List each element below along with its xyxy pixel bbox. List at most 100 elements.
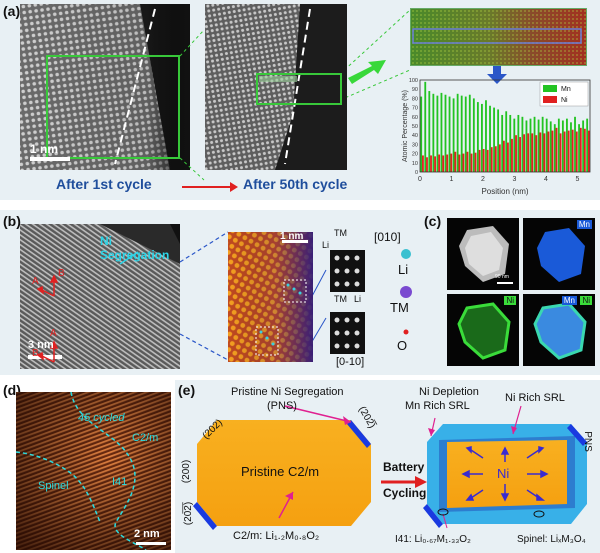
y-tick-label: 70 (412, 106, 418, 112)
panel-b-label: (b) (3, 213, 21, 229)
ni-label: Ni (504, 296, 516, 305)
bar-mn-35 (561, 120, 564, 172)
bar-mn-21 (505, 111, 508, 172)
stem-after-50th-cycle (205, 4, 347, 170)
bar-mn-24 (517, 114, 520, 172)
eds-ni-map: Ni (447, 294, 519, 366)
bar-ni-3 (434, 156, 436, 172)
down-arrow-icon (487, 66, 507, 84)
bar-ni-13 (474, 152, 477, 172)
facet-202-bottom: (20̅2̅) (183, 501, 195, 526)
bar-ni-35 (563, 131, 566, 172)
pristine-label: Pristine C2/m (241, 464, 320, 479)
scale-bar-3nm: 3 nm (28, 339, 54, 351)
atomic-percentage-chart: 0 10 20 30 40 50 60 70 80 90 100 0 1 2 3 4 5 Atomic Per… (402, 78, 591, 196)
bar-ni-25 (523, 134, 526, 172)
bar-mn-3 (432, 93, 435, 172)
bar-ni-11 (466, 151, 469, 172)
sim-pattern-top (330, 250, 365, 292)
bar-mn-1 (424, 81, 427, 172)
panel-c-label: (c) (424, 213, 442, 229)
x-tick-label: 3 (512, 176, 516, 183)
mn-label-combo: Mn (561, 296, 577, 305)
facet-200: (200) (181, 459, 193, 484)
bar-mn-17 (489, 105, 491, 172)
bar-mn-20 (501, 114, 504, 172)
tm-label-bottom: TM (334, 294, 347, 304)
bar-mn-34 (557, 118, 560, 172)
scale-90nm: 90 nm (495, 274, 509, 280)
mn-label: Mn (576, 220, 592, 229)
bar-ni-36 (567, 130, 570, 172)
panel-b: (b) (0, 210, 425, 375)
cycling-label: Cycling (383, 486, 427, 500)
bar-ni-34 (559, 133, 562, 172)
bar-mn-0 (420, 96, 423, 172)
bar-mn-29 (537, 119, 540, 172)
legend-li: Li (398, 262, 409, 277)
x-tick-label: 0 (418, 176, 422, 183)
legend-tm: TM (390, 300, 409, 315)
bar-mn-23 (513, 118, 516, 172)
y-tick-label: 80 (412, 96, 418, 102)
pns-title-line2: (PNS) (267, 400, 297, 412)
bar-mn-41 (586, 118, 589, 172)
bar-mn-13 (472, 98, 475, 172)
panel-e-label: (e) (178, 382, 196, 398)
sim-pattern-bottom (330, 312, 365, 354)
ni-segregation-label: Ni Segregation (100, 234, 170, 262)
bar-mn-12 (468, 94, 471, 172)
spinel-formula: Spinel: LiₓM₃O₄ (517, 534, 586, 545)
bar-ni-32 (551, 130, 554, 172)
stem-after-1st-cycle: 1 nm (20, 4, 190, 170)
direction-010: [010] (374, 230, 401, 244)
bar-ni-26 (527, 133, 530, 172)
bar-ni-7 (450, 153, 453, 172)
i41-formula: I41: Li₀.₆₇M₁.₃₃O₂ (395, 534, 471, 545)
bar-ni-6 (446, 154, 449, 172)
legend-mn: Mn (561, 86, 571, 93)
bar-mn-30 (541, 116, 544, 172)
bar-mn-11 (464, 96, 467, 172)
caption-after-50th-cycle: After 50th cycle (243, 176, 348, 192)
formula-c2m: C2/m: Li₁.₂M₀.₈O₂ (233, 530, 320, 542)
bar-mn-22 (509, 114, 512, 172)
bar-mn-38 (574, 116, 576, 172)
bar-mn-14 (476, 102, 479, 172)
bar-ni-4 (438, 154, 441, 172)
li-label-bottom: Li (354, 294, 362, 304)
eds-mn-map: Mn (523, 218, 595, 290)
arrow-a-bottom: A (50, 328, 57, 339)
x-tick-label: 2 (481, 176, 485, 183)
bar-mn-27 (529, 118, 532, 172)
i41-label: I41 (112, 476, 128, 488)
cycled-label: 45 cycled (78, 412, 125, 424)
bar-ni-19 (498, 144, 501, 172)
bar-mn-4 (436, 95, 439, 172)
stem-45-cycled: 45 cycled C2/m Spinel I41 2 nm (16, 392, 171, 550)
bar-mn-26 (525, 120, 528, 172)
scale-bar-1nm: 1 nm (30, 142, 59, 156)
bar-ni-16 (486, 149, 489, 172)
ni-label-combo: Ni (580, 296, 592, 305)
bar-ni-0 (422, 155, 424, 172)
bar-mn-18 (493, 107, 495, 172)
bar-mn-40 (582, 120, 585, 172)
bar-ni-5 (442, 155, 445, 172)
c2m-label: C2/m (132, 432, 159, 444)
arrow-b-bottom: B (32, 348, 39, 359)
bar-ni-24 (519, 137, 521, 172)
mn-rich-label: Mn Rich SRL (405, 400, 470, 412)
y-tick-label: 40 (412, 133, 418, 139)
bar-ni-2 (430, 155, 432, 172)
panel-e: (e) (175, 380, 600, 553)
bar-ni-14 (478, 149, 481, 172)
ni-depletion-label: Ni Depletion (419, 386, 479, 398)
bar-ni-41 (587, 130, 590, 172)
bar-ni-28 (535, 135, 538, 172)
y-tick-label: 60 (412, 115, 418, 121)
bar-ni-31 (547, 131, 550, 172)
eels-map (410, 8, 587, 66)
bar-ni-17 (490, 147, 493, 172)
